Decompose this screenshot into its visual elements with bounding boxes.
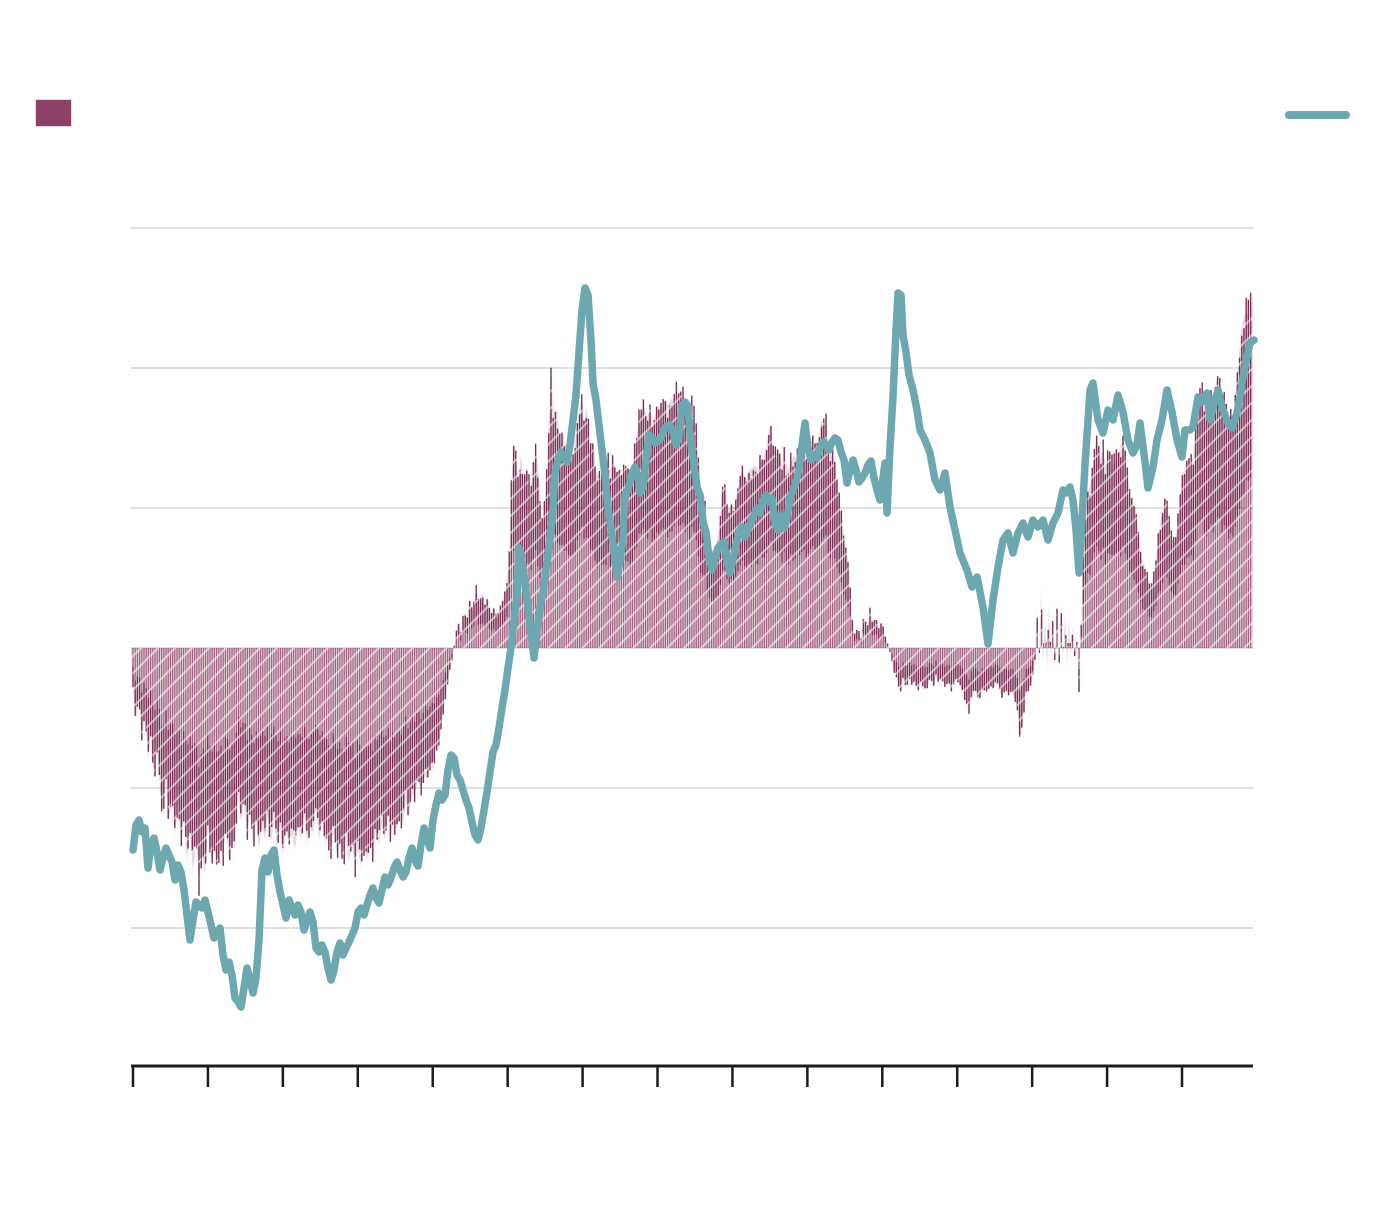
legend-bar-series-swatch bbox=[35, 99, 72, 127]
legend-line-series-swatch bbox=[1285, 111, 1350, 119]
